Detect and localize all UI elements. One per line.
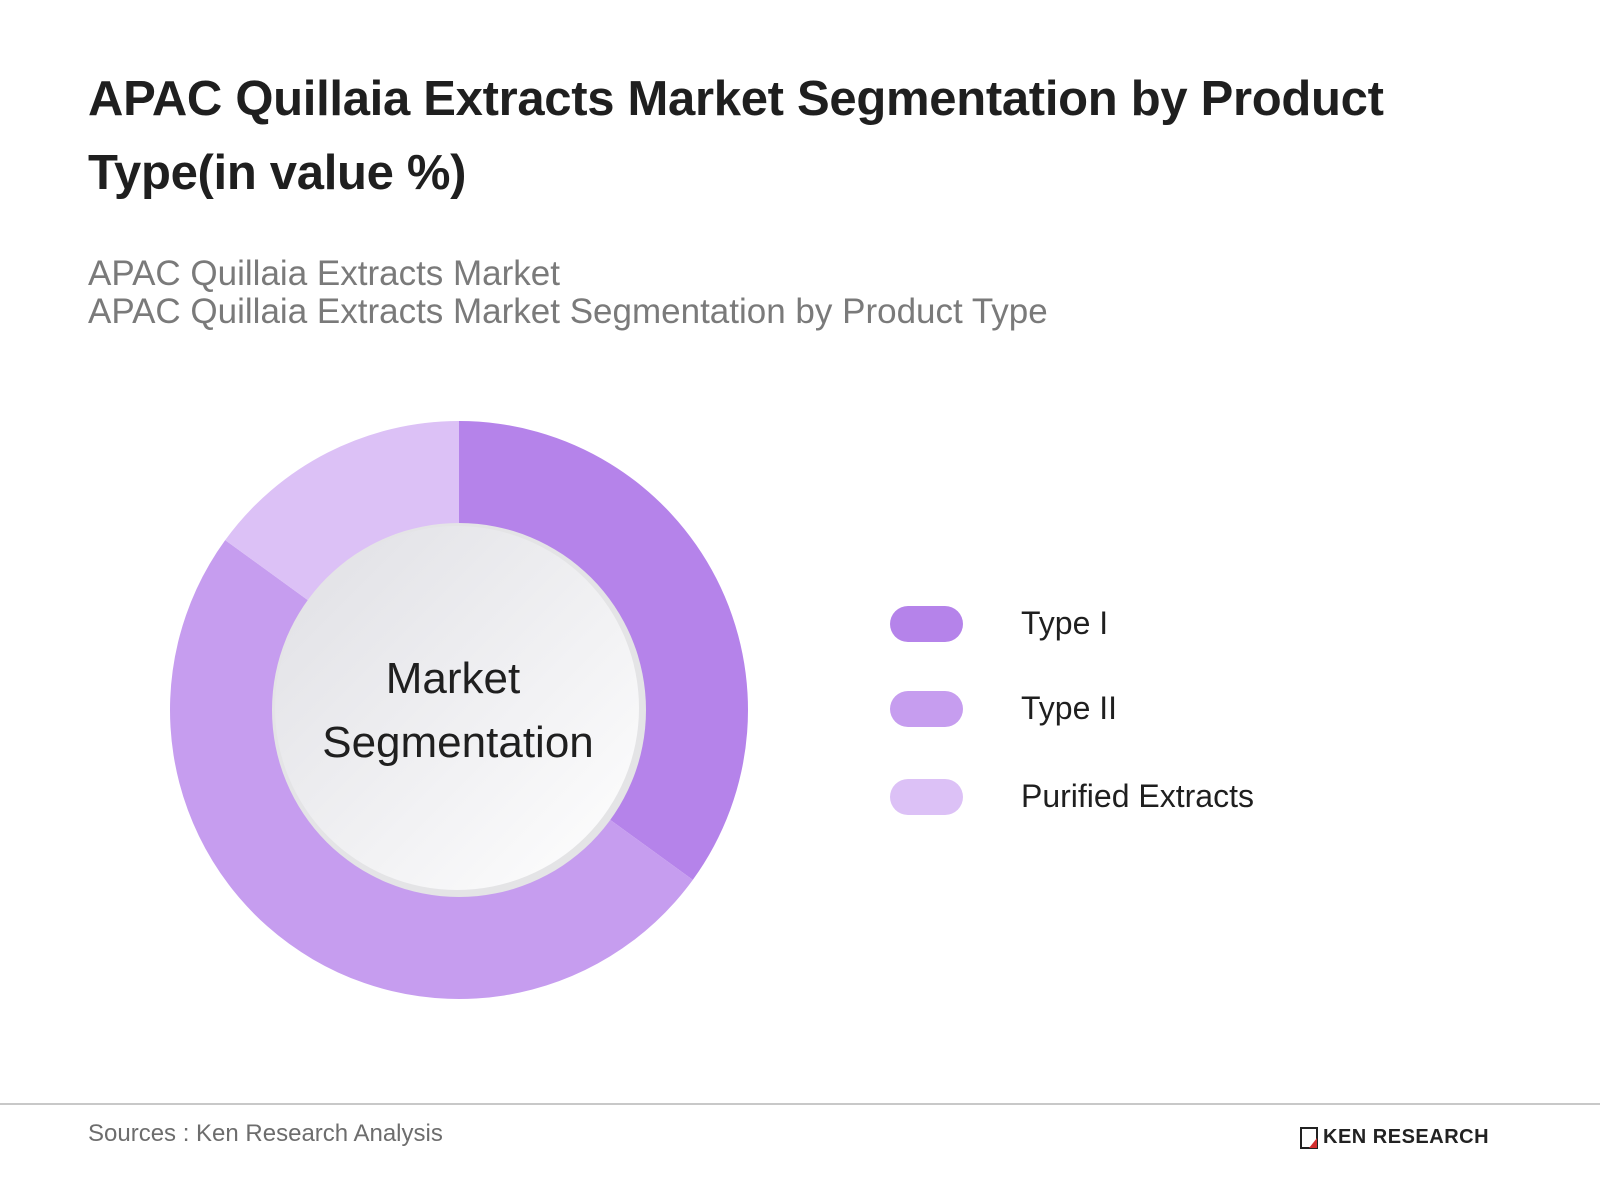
legend-item-type-ii[interactable]: Type II: [890, 690, 1117, 727]
source-note: Sources : Ken Research Analysis: [88, 1120, 443, 1147]
legend-item-type-i[interactable]: Type I: [890, 605, 1108, 642]
center-label-line-1: Market: [386, 654, 520, 703]
legend-label: Type II: [1021, 690, 1118, 726]
footer-divider: [0, 1103, 1600, 1105]
legend-swatch-type-ii: [890, 690, 963, 727]
legend-label: Purified Extracts: [1021, 778, 1254, 814]
legend-swatch-type-i: [890, 605, 963, 642]
logo-text: KEN RESEARCH: [1323, 1126, 1490, 1148]
legend-swatch-purified-extracts: [890, 778, 963, 815]
logo-k-icon: [1300, 1126, 1318, 1149]
chart-title: APAC Quillaia Extracts Market Segmentati…: [88, 72, 1384, 200]
donut-chart: Market Segmentation: [170, 421, 748, 999]
legend-item-purified-extracts[interactable]: Purified Extracts: [890, 778, 1254, 815]
center-label-line-2: Segmentation: [322, 718, 594, 767]
chart-subtitle: APAC Quillaia Extracts Market APAC Quill…: [88, 255, 1048, 331]
legend-label: Type I: [1021, 605, 1109, 641]
subtitle-line-2: APAC Quillaia Extracts Market Segmentati…: [88, 292, 1048, 331]
ken-research-logo: KEN RESEARCH: [1300, 1126, 1489, 1149]
subtitle-line-1: APAC Quillaia Extracts Market: [88, 254, 560, 293]
center-disc: [275, 526, 639, 890]
